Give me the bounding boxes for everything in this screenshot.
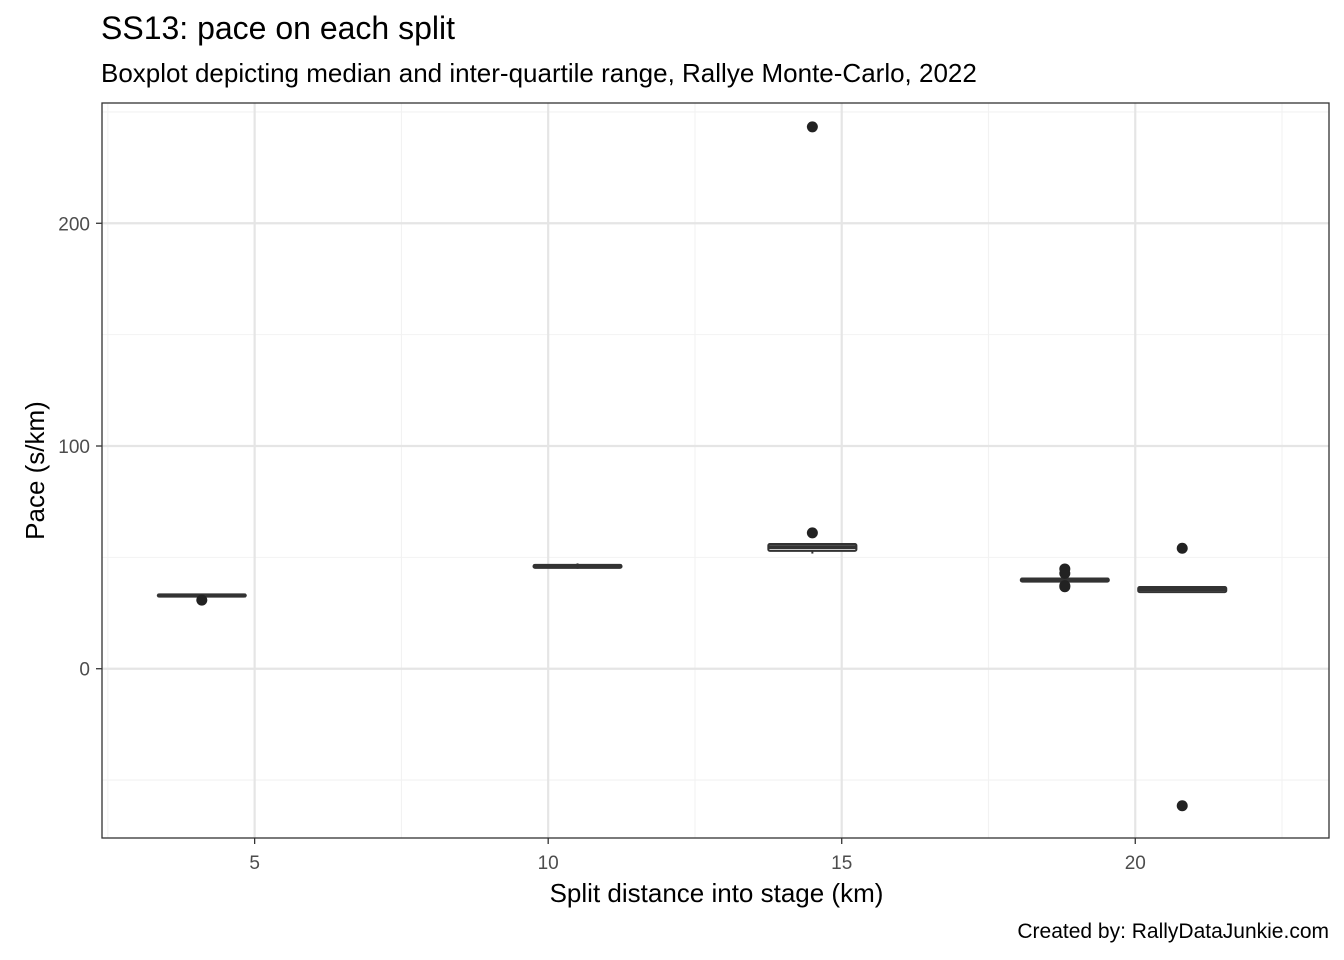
outlier-point [1176,800,1188,812]
chart-subtitle: Boxplot depicting median and inter-quart… [101,58,977,88]
chart-title: SS13: pace on each split [101,10,456,46]
box-3 [767,121,858,554]
y-tick-label: 100 [58,437,90,458]
box-1 [156,593,247,606]
y-tick-label: 200 [58,214,90,235]
box-5 [1137,542,1228,812]
x-tick-label: 5 [249,853,260,874]
outlier-point [196,594,208,606]
outlier-point [806,121,818,133]
grid-layer [102,103,1329,838]
box-2 [532,563,623,569]
box-4 [1019,563,1110,593]
panel-border [101,102,1330,839]
panel-background [102,103,1329,838]
outlier-point [1176,542,1188,554]
y-tick-label: 0 [79,660,90,681]
outlier-point [806,527,818,539]
chart-caption: Created by: RallyDataJunkie.com [1017,920,1329,943]
x-tick-label: 20 [1125,853,1146,874]
x-tick-label: 10 [538,853,559,874]
box-layer [156,121,1228,812]
outlier-point [1059,563,1071,575]
x-axis-title: Split distance into stage (km) [550,878,884,908]
y-axis-title: Pace (s/km) [20,401,50,540]
x-tick-label: 15 [831,853,852,874]
outlier-point [1059,580,1071,592]
